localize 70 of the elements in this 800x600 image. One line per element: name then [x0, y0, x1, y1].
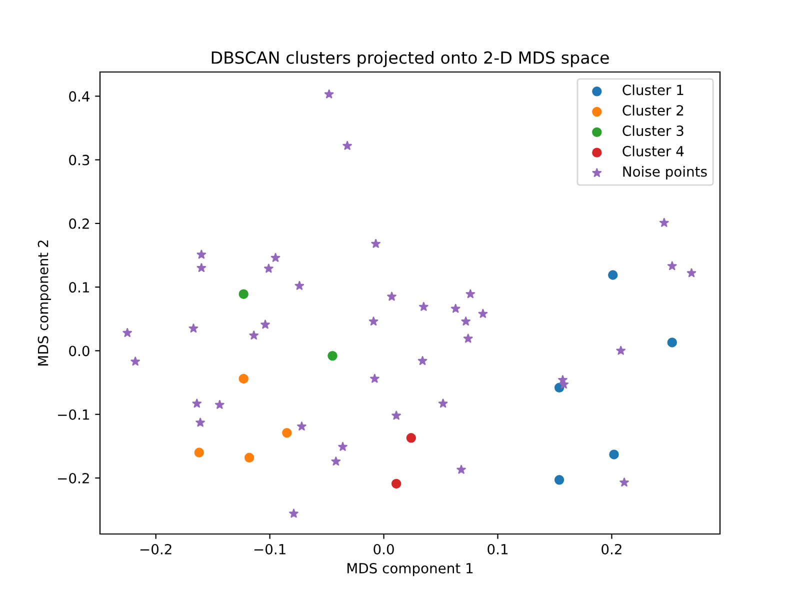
point: [391, 478, 402, 489]
point: [194, 448, 204, 458]
point: [368, 316, 378, 326]
y-tick-label: 0.4: [69, 91, 90, 102]
point: [686, 268, 696, 278]
point: [238, 374, 248, 384]
legend-label: Noise points: [623, 166, 707, 180]
point: [461, 316, 471, 326]
point: [244, 452, 254, 462]
y-tick-label: 0.0: [69, 346, 90, 356]
point: [463, 334, 473, 343]
x-tick-label: −0.2: [140, 544, 172, 554]
point: [387, 292, 396, 301]
point: [667, 261, 677, 270]
point: [324, 89, 334, 98]
point: [331, 456, 341, 466]
point: [609, 450, 619, 460]
point: [270, 252, 280, 262]
point: [370, 374, 380, 383]
legend-label: Cluster 2: [622, 104, 684, 116]
point: [418, 356, 428, 365]
point: [338, 442, 348, 451]
point: [659, 218, 669, 227]
point: [188, 324, 198, 333]
point: [419, 302, 428, 311]
y-tick-label: 0.3: [69, 154, 90, 166]
point: [450, 304, 460, 313]
point: [667, 338, 677, 348]
x-axis-title: MDS component 1: [347, 562, 473, 576]
point: [406, 433, 416, 443]
x-tick-label: 0.0: [374, 544, 394, 554]
x-tick-label: 0.1: [488, 544, 508, 554]
legend-label: Cluster 3: [622, 125, 684, 136]
x-tick-label: 0.2: [602, 544, 622, 554]
point: [478, 308, 488, 318]
point: [289, 508, 298, 518]
point: [130, 356, 140, 366]
legend-label: Cluster 4: [622, 146, 684, 156]
point: [456, 464, 466, 474]
point: [620, 478, 629, 487]
chart-title: DBSCAN clusters projected onto 2-D MDS space: [212, 51, 609, 68]
x-tick-label: −0.1: [254, 544, 286, 554]
point: [282, 428, 292, 438]
point: [392, 410, 401, 420]
y-tick-label: 0.1: [69, 282, 89, 293]
legend-label: Cluster 1: [622, 84, 684, 96]
point: [196, 418, 205, 427]
point: [466, 289, 476, 298]
point: [196, 263, 206, 272]
y-axis-title: MDS component 2: [38, 240, 51, 366]
point: [249, 330, 259, 340]
point: [554, 475, 564, 485]
point: [122, 328, 132, 337]
point: [297, 422, 306, 431]
point: [342, 140, 352, 150]
point: [371, 238, 380, 248]
point: [608, 270, 618, 280]
point: [260, 320, 270, 329]
point: [215, 400, 224, 409]
point: [192, 398, 202, 408]
point: [616, 346, 626, 355]
point: [438, 398, 448, 408]
point: [294, 280, 304, 290]
y-tick-label: −0.1: [58, 409, 89, 420]
point: [328, 350, 338, 361]
point: [196, 250, 206, 259]
y-tick-label: 0.2: [69, 218, 89, 229]
point: [238, 289, 248, 299]
y-tick-label: −0.2: [58, 472, 89, 484]
point: [264, 264, 274, 273]
